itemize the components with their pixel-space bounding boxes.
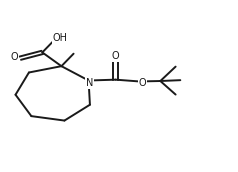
Text: N: N [86,78,93,88]
Text: O: O [112,51,119,61]
Text: OH: OH [53,33,68,43]
Text: O: O [139,78,146,88]
Text: O: O [10,52,18,62]
